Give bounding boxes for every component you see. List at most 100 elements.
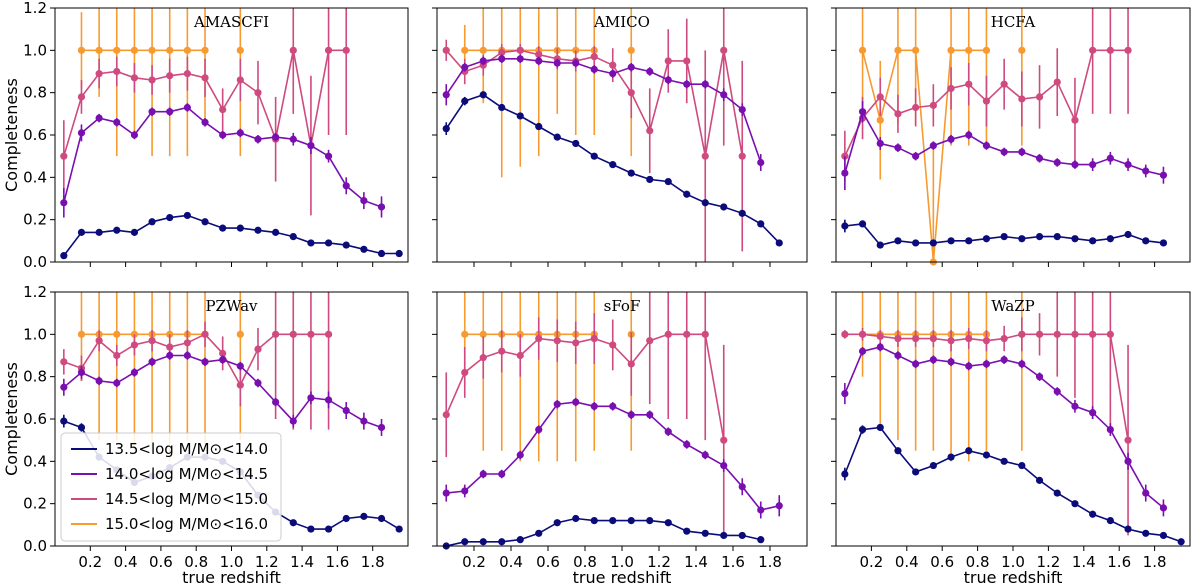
series-15-0-16-0 xyxy=(858,8,1026,266)
data-point xyxy=(646,411,654,419)
data-point xyxy=(130,74,139,82)
data-point xyxy=(876,343,884,351)
data-point xyxy=(982,97,991,105)
data-point xyxy=(324,239,333,247)
data-point xyxy=(130,341,139,349)
data-point xyxy=(289,330,297,338)
data-point xyxy=(324,396,333,404)
series-13-5-14-0 xyxy=(841,219,1168,249)
data-point xyxy=(912,468,920,476)
data-point xyxy=(876,423,884,432)
data-point xyxy=(516,112,524,120)
data-point xyxy=(113,46,121,54)
data-point xyxy=(894,144,902,152)
data-point xyxy=(912,103,920,112)
data-point xyxy=(148,76,156,84)
data-point xyxy=(183,46,191,54)
data-point xyxy=(553,519,561,527)
y-axis-label: Completeness xyxy=(2,362,21,476)
data-point xyxy=(965,131,973,139)
xtick-label: 1.8 xyxy=(361,553,385,571)
data-point xyxy=(858,220,867,228)
series-14-0-14-5 xyxy=(442,397,783,519)
data-point xyxy=(77,330,86,338)
data-point xyxy=(516,55,524,63)
panel-amascfi: 0.0 0.2 0.4 0.6 0.8 1.0 1.2 AMASCFI Completeness xyxy=(2,0,409,271)
xtick-label: 1.6 xyxy=(1107,553,1131,571)
data-point xyxy=(627,46,635,54)
data-point xyxy=(947,358,955,366)
data-point xyxy=(738,209,746,217)
series-14-0-14-5 xyxy=(60,351,386,436)
data-point xyxy=(1089,330,1097,338)
series-line xyxy=(63,214,400,257)
data-point xyxy=(646,517,654,525)
xtick-label: 1.4 xyxy=(1072,553,1096,571)
data-point xyxy=(876,241,884,249)
data-point xyxy=(947,337,955,345)
data-point xyxy=(1053,330,1061,338)
data-point xyxy=(965,334,973,343)
data-point xyxy=(342,514,350,523)
data-point xyxy=(219,224,227,232)
data-point xyxy=(442,46,450,54)
data-point xyxy=(236,129,244,137)
data-point xyxy=(929,461,937,470)
data-point xyxy=(219,356,227,364)
xtick-label: 0.6 xyxy=(536,553,560,571)
data-point xyxy=(646,127,654,135)
x-axis-label: true redshift xyxy=(964,568,1063,587)
data-point xyxy=(627,169,635,177)
data-point xyxy=(254,379,262,387)
data-point xyxy=(95,70,103,78)
series-line xyxy=(844,426,1182,543)
data-point xyxy=(201,358,209,366)
data-point xyxy=(738,106,746,114)
data-point xyxy=(1089,237,1097,245)
data-point xyxy=(572,139,580,148)
axes-frame xyxy=(54,7,409,263)
data-point xyxy=(342,46,350,54)
data-point xyxy=(77,228,86,236)
data-point xyxy=(461,97,469,105)
xtick-label: 0.8 xyxy=(184,553,208,571)
data-point xyxy=(360,417,368,425)
data-point xyxy=(254,226,262,234)
panel-title: AMASCFI xyxy=(193,13,269,31)
data-point xyxy=(664,76,672,84)
data-point xyxy=(553,400,561,408)
data-point xyxy=(982,235,991,243)
data-point xyxy=(498,103,506,112)
data-point xyxy=(183,351,191,360)
data-point xyxy=(254,345,262,353)
data-point xyxy=(236,76,244,84)
xtick-label: 0.2 xyxy=(859,553,883,571)
series-line xyxy=(446,517,761,547)
data-point xyxy=(553,59,561,67)
data-point xyxy=(738,483,746,491)
data-point xyxy=(535,122,543,131)
data-point xyxy=(377,423,386,432)
data-point xyxy=(516,46,524,54)
xtick-label: 0.4 xyxy=(499,553,523,571)
data-point xyxy=(1071,116,1079,124)
data-point xyxy=(498,48,506,57)
y-axis-label: Completeness xyxy=(2,78,21,192)
data-point xyxy=(307,141,315,150)
data-point xyxy=(1142,167,1150,175)
data-point xyxy=(947,84,955,93)
data-point xyxy=(572,339,580,347)
data-point xyxy=(254,89,262,97)
data-point xyxy=(498,347,506,355)
panel-wazp: 0.2 0.4 0.6 0.8 1.0 1.2 1.4 1.6 1.8 WaZP true reds… xyxy=(831,291,1191,587)
data-point xyxy=(590,152,598,160)
data-point xyxy=(148,358,156,366)
data-point xyxy=(965,362,973,370)
data-point xyxy=(130,131,139,139)
data-point xyxy=(1106,425,1114,434)
x-axis-label: true redshift xyxy=(182,568,281,587)
series-13-5-14-0 xyxy=(60,211,403,260)
data-point xyxy=(1089,510,1097,518)
data-point xyxy=(720,46,728,54)
data-point xyxy=(609,70,617,78)
